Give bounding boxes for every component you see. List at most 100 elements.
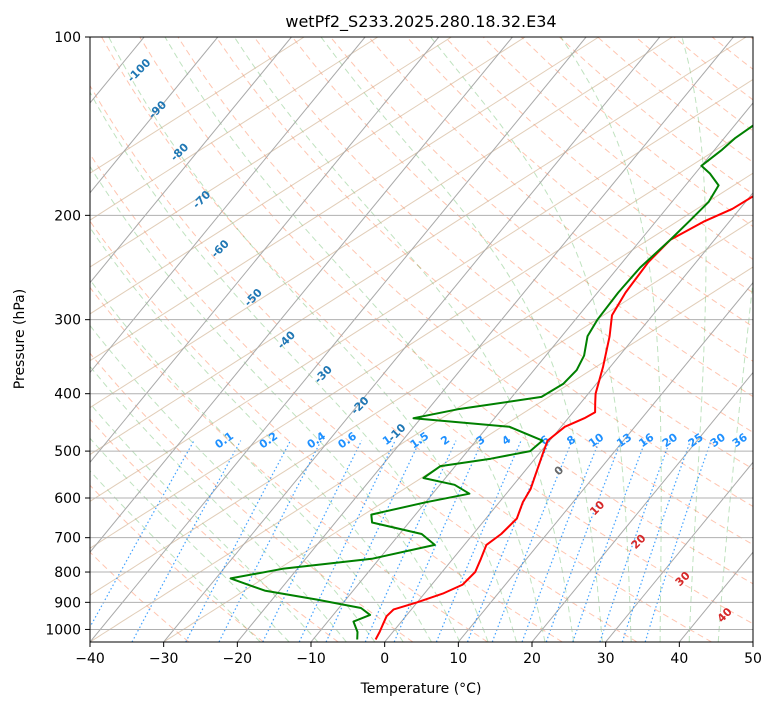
dry-adiabat-line <box>711 37 753 70</box>
isotherm-line <box>384 192 753 642</box>
moist-adiabat-line <box>560 37 662 642</box>
isotherm-line <box>457 281 753 642</box>
dry-adiabat-line <box>90 418 339 642</box>
mixing-ratio-label: 4 <box>500 433 514 448</box>
y-tick-label: 400 <box>54 387 81 403</box>
isotherm-line <box>752 641 753 642</box>
height-contour-label: -30 <box>312 363 335 386</box>
dry-adiabat-line <box>90 286 488 642</box>
x-tick-label: 50 <box>744 651 762 667</box>
y-tick-label: 500 <box>54 444 81 460</box>
y-tick-label: 700 <box>54 531 81 547</box>
mixing-ratio-line <box>545 440 622 642</box>
isotherm-line <box>90 37 366 374</box>
mixing-ratio-line <box>185 440 292 642</box>
mixing-ratio-label: 2 <box>438 433 452 448</box>
x-axis-label: Temperature (°C) <box>360 681 482 697</box>
dry-adiabat-line <box>292 37 753 433</box>
y-tick-label: 300 <box>54 313 81 329</box>
mixing-ratio-label: 3 <box>474 433 488 448</box>
dry-adiabat-line <box>90 220 563 642</box>
height-contour-line <box>90 37 600 362</box>
moist-adiabat-line <box>681 37 707 642</box>
dry-adiabat-line <box>673 37 753 101</box>
isotherm-line <box>163 37 661 642</box>
height-contour-line <box>90 37 673 409</box>
dry-adiabat-line <box>90 484 264 642</box>
mixing-ratio-label: 20 <box>660 430 680 450</box>
moist-adiabat-line <box>90 470 261 642</box>
y-axis-label: Pressure (hPa) <box>12 289 28 389</box>
chart-title: wetPf2_S233.2025.280.18.32.E34 <box>285 12 556 32</box>
mixing-ratio-line <box>435 440 522 642</box>
moist-adiabat-line <box>90 324 376 642</box>
height-contour-line <box>90 219 753 642</box>
moist-adiabat-line <box>320 37 603 642</box>
dry-adiabat-label: 20 <box>629 531 649 551</box>
dry-adiabat-line <box>749 37 753 40</box>
dry-adiabat-line <box>253 37 753 470</box>
moist-adiabat-line <box>90 91 489 642</box>
dry-adiabat-label: 10 <box>587 498 607 518</box>
mixing-ratio-label: 0.4 <box>305 429 329 451</box>
x-tick-label: 20 <box>523 651 541 667</box>
mixing-ratio-label: 13 <box>614 431 634 450</box>
x-tick-label: 40 <box>670 651 688 667</box>
moist-adiabat-line <box>90 165 461 642</box>
height-contour-label: -70 <box>190 188 213 211</box>
height-contour-label: -20 <box>348 394 371 417</box>
mixing-ratio-line <box>364 440 457 642</box>
x-tick-label: 30 <box>597 651 615 667</box>
moist-adiabat-line <box>430 37 632 642</box>
mixing-ratio-line <box>131 440 242 642</box>
mixing-ratio-line <box>262 440 363 642</box>
y-tick-label: 1000 <box>45 622 81 638</box>
moist-adiabat-line <box>90 278 404 642</box>
height-contour-line <box>90 37 305 174</box>
moist-adiabat-line <box>90 437 290 642</box>
height-contour-label: -50 <box>242 286 265 309</box>
x-tick-label: 0 <box>380 651 389 667</box>
isotherm-line <box>531 371 753 642</box>
mixing-ratio-label: 36 <box>730 430 750 450</box>
profile-series <box>229 124 753 640</box>
dry-adiabat-label: 0 <box>552 463 567 478</box>
x-tick-label: −40 <box>75 651 105 667</box>
x-axis-ticks: −40 −30 −20 −10 0 10 20 30 40 50 <box>75 642 762 667</box>
y-tick-label: 100 <box>54 30 81 46</box>
isotherm-line <box>90 37 440 464</box>
isotherm-line <box>90 37 219 194</box>
y-tick-label: 600 <box>54 491 81 507</box>
plot-background-lines <box>0 37 753 642</box>
moist-adiabat-line <box>90 365 347 642</box>
dry-adiabat-line <box>90 551 190 642</box>
moist-adiabat-line <box>108 37 517 642</box>
height-contour-line <box>90 172 753 596</box>
temperature-profile-line <box>374 195 753 640</box>
mixing-ratio-line <box>90 440 195 629</box>
height-contour-label: -40 <box>275 328 298 351</box>
mixing-ratio-label: 30 <box>708 430 728 450</box>
isotherm-line <box>605 461 753 642</box>
isotherm-line <box>90 37 292 284</box>
isotherm-line <box>236 37 734 642</box>
dry-adiabat-line <box>368 37 753 362</box>
mixing-ratio-label: 0.2 <box>257 429 280 451</box>
dewpoint-profile-line <box>229 124 753 640</box>
height-contour-label: -90 <box>146 98 169 121</box>
dry-adiabat-line <box>330 37 753 398</box>
mixing-ratio-label: 0.1 <box>213 429 236 451</box>
dry-adiabat-line <box>90 153 638 642</box>
height-contour-line <box>163 266 753 642</box>
height-contour-line <box>90 125 753 549</box>
height-contour-line <box>90 37 526 315</box>
x-tick-label: 10 <box>449 651 467 667</box>
x-tick-label: −20 <box>223 651 253 667</box>
x-tick-label: −30 <box>149 651 179 667</box>
y-axis-ticks: 100 200 300 400 500 600 700 800 900 1000 <box>45 30 90 638</box>
mixing-ratio-label: 10 <box>586 430 606 450</box>
moist-adiabat-line <box>90 226 432 642</box>
isotherm-line <box>0 37 70 642</box>
y-tick-label: 900 <box>54 595 81 611</box>
height-contour-label: -60 <box>209 237 232 260</box>
